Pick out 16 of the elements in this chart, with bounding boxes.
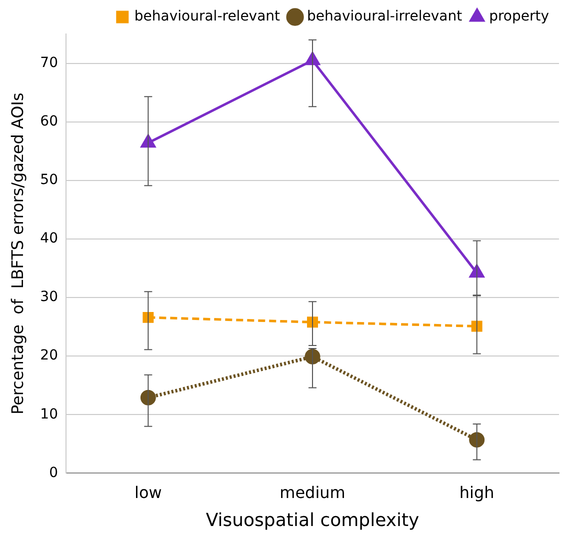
- y-tick-label: 20: [40, 348, 58, 364]
- legend-label: property: [489, 8, 550, 25]
- x-tick-label: high: [459, 482, 494, 502]
- y-tick-label: 30: [40, 289, 58, 306]
- y-tick-label: 10: [40, 406, 58, 422]
- y-tick-label: 50: [40, 172, 58, 188]
- y-axis-title: Percentage of LBFTS errors/gazed AOIs: [8, 92, 27, 415]
- y-tick-label: 70: [40, 54, 58, 71]
- y-tick-label: 0: [49, 464, 58, 481]
- legend-label: behavioural-irrelevant: [307, 8, 463, 25]
- x-axis-title: Visuospatial complexity: [206, 510, 420, 531]
- x-tick-label: medium: [280, 482, 346, 502]
- x-tick-label: low: [134, 482, 162, 502]
- legend-label: behavioural-relevant: [134, 8, 281, 25]
- y-tick-label: 60: [40, 113, 58, 130]
- y-tick-label: 40: [40, 230, 58, 247]
